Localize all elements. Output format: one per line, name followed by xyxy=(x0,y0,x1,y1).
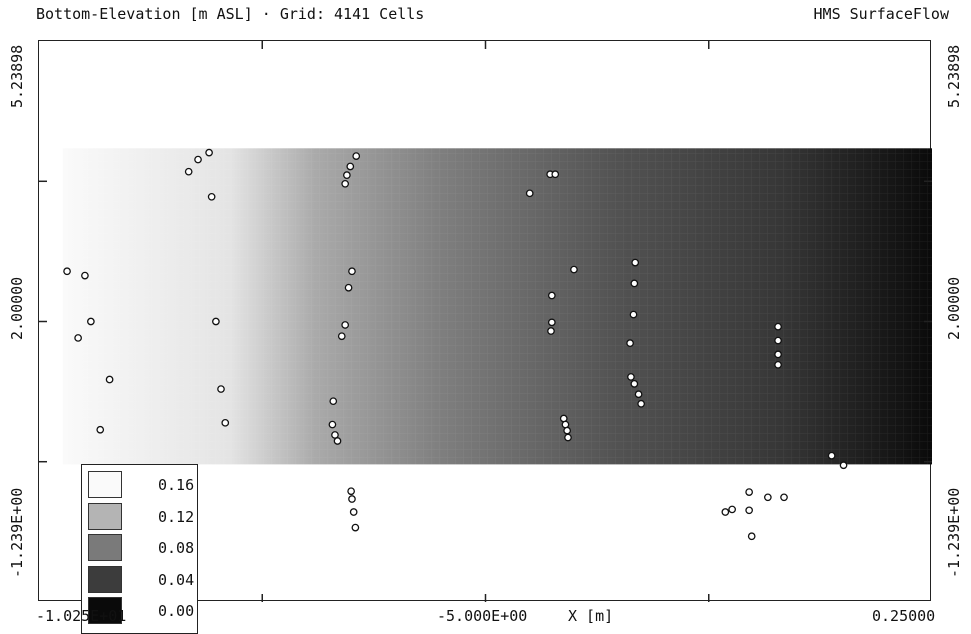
data-point xyxy=(774,322,782,331)
data-point xyxy=(341,179,350,188)
data-point xyxy=(194,155,202,164)
legend-swatch xyxy=(88,534,122,561)
legend-swatch xyxy=(88,597,122,624)
data-point xyxy=(637,399,645,408)
data-point xyxy=(341,321,350,329)
cell-grid xyxy=(62,148,932,465)
data-point xyxy=(570,265,578,274)
data-point xyxy=(564,433,572,442)
data-point xyxy=(827,451,836,460)
data-point xyxy=(551,170,560,179)
data-point xyxy=(333,437,342,445)
y-tick-label-left-mid: 2.00000 xyxy=(8,276,26,340)
data-point xyxy=(63,267,71,276)
legend-label: 0.16 xyxy=(158,476,195,494)
data-point xyxy=(352,152,361,160)
data-point xyxy=(343,171,351,179)
data-point xyxy=(184,167,193,176)
data-point xyxy=(348,267,356,276)
data-point xyxy=(81,271,89,280)
data-point xyxy=(764,493,772,502)
data-point xyxy=(839,461,848,470)
data-point xyxy=(349,508,358,516)
data-point xyxy=(547,318,556,327)
legend-label: 0.12 xyxy=(158,507,195,526)
data-point xyxy=(626,339,634,347)
data-point xyxy=(346,162,355,171)
data-point xyxy=(631,258,640,267)
data-point xyxy=(745,506,753,515)
legend-label: 0.04 xyxy=(158,570,195,589)
data-point xyxy=(630,380,639,388)
data-point xyxy=(74,334,82,342)
legend-entry: 0.12 xyxy=(88,502,195,531)
legend-label: 0.00 xyxy=(158,602,195,620)
data-point xyxy=(774,336,782,345)
legend-entry: 0.08 xyxy=(88,534,195,562)
data-point xyxy=(329,397,338,406)
data-point xyxy=(221,418,230,427)
data-point xyxy=(774,350,782,359)
data-point xyxy=(212,317,220,326)
x-axis-label: X [m] xyxy=(568,607,614,625)
data-point xyxy=(747,532,756,541)
data-point xyxy=(547,327,555,335)
plot-title: Bottom-Elevation [m ASL] · Grid: 4141 Ce… xyxy=(36,5,425,23)
data-point xyxy=(559,414,568,423)
legend-entry: 0.16 xyxy=(88,471,195,499)
data-point xyxy=(207,192,216,201)
data-point xyxy=(728,505,736,514)
data-point xyxy=(347,487,355,496)
data-point xyxy=(351,523,360,532)
plot-area[interactable]: 0.16 0.12 0.08 0.04 0.00 xyxy=(38,40,932,634)
data-point xyxy=(627,373,635,381)
data-point xyxy=(96,425,105,434)
data-point xyxy=(630,279,639,288)
app-name: HMS SurfaceFlow xyxy=(813,5,949,23)
y-tick-label-right-top: 5.23898 xyxy=(945,44,963,108)
legend-label: 0.08 xyxy=(158,539,195,557)
heatmap-canvas xyxy=(39,41,932,602)
data-point xyxy=(205,148,213,157)
x-tick-label-min: -1.025E+01 xyxy=(36,607,127,625)
data-point xyxy=(780,493,788,502)
data-point xyxy=(547,291,556,300)
data-point xyxy=(721,508,730,516)
x-tick-label-mid: -5.000E+00 xyxy=(437,607,528,625)
data-point xyxy=(337,332,346,341)
data-point xyxy=(344,283,353,292)
y-tick-label-left-bottom: -1.239E+00 xyxy=(8,487,26,578)
x-tick-label-max: 0.25000 xyxy=(872,607,936,625)
legend-swatch xyxy=(88,565,122,593)
data-point xyxy=(348,495,356,503)
data-point xyxy=(87,317,95,326)
data-point xyxy=(563,426,571,435)
legend-entry: 0.04 xyxy=(88,565,195,594)
legend-swatch xyxy=(88,471,122,498)
data-point xyxy=(525,189,534,198)
legend-swatch xyxy=(88,502,122,530)
y-tick-label-right-mid: 2.00000 xyxy=(945,276,963,340)
data-point xyxy=(328,420,337,429)
data-point xyxy=(217,385,225,393)
data-point xyxy=(561,420,570,429)
legend-entry: 0.00 xyxy=(88,597,195,625)
data-point xyxy=(634,390,643,399)
y-tick-label-right-bottom: -1.239E+00 xyxy=(945,487,963,578)
data-point xyxy=(745,488,753,496)
data-point xyxy=(774,360,782,369)
data-point xyxy=(105,375,114,384)
data-point xyxy=(629,310,638,319)
y-tick-label-left-top: 5.23898 xyxy=(8,44,26,108)
